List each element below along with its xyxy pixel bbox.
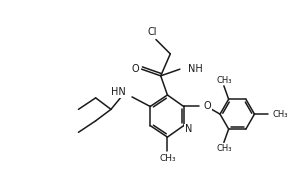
Text: O: O bbox=[131, 64, 139, 74]
Text: Cl: Cl bbox=[147, 27, 157, 37]
Text: NH: NH bbox=[187, 64, 202, 74]
Text: HN: HN bbox=[111, 87, 125, 97]
Text: CH₃: CH₃ bbox=[273, 110, 288, 119]
Text: CH₃: CH₃ bbox=[216, 144, 232, 153]
Text: CH₃: CH₃ bbox=[159, 154, 176, 163]
Text: N: N bbox=[185, 124, 192, 135]
Text: O: O bbox=[204, 101, 211, 112]
Text: CH₃: CH₃ bbox=[216, 76, 232, 85]
